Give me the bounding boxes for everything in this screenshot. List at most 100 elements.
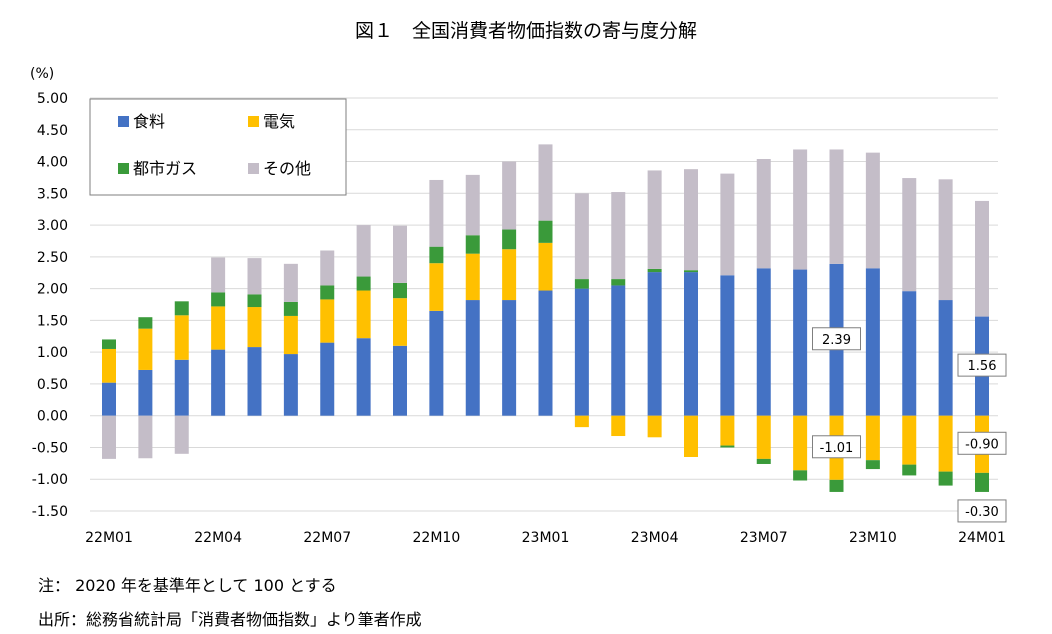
axis-layer: (%) 5.00 4.50 4.00 3.50 3.00 2.50 2.00 1.50 1.00 0… — [30, 66, 1006, 546]
y-tick-label: 0.50 — [37, 377, 68, 393]
bar-segment-都市ガス — [793, 470, 808, 481]
bar-segment-その他 — [356, 225, 371, 277]
bar-segment-電気 — [429, 263, 444, 311]
bar-segment-都市ガス — [211, 292, 226, 307]
stacked-bar-chart: (%) 5.00 4.50 4.00 3.50 3.00 2.50 2.00 1.50 1.00 0… — [30, 66, 1007, 546]
bar-segment-電気 — [574, 415, 589, 428]
bar-segment-電気 — [465, 253, 480, 301]
value-callout-box — [957, 431, 1007, 455]
legend-label: 都市ガス — [133, 159, 197, 178]
bar-segment-都市ガス — [247, 294, 262, 308]
y-tick-label: 1.50 — [37, 313, 68, 329]
bar-segment-その他 — [938, 179, 953, 301]
value-callout-label: -0.90 — [965, 437, 999, 452]
bar-segment-都市ガス — [756, 458, 771, 464]
y-tick-label: 3.00 — [37, 218, 68, 234]
bar-segment-電気 — [356, 290, 371, 339]
bar-segment-食料 — [247, 347, 262, 416]
bar-segment-食料 — [393, 345, 407, 416]
bar-segment-食料 — [138, 369, 153, 416]
bar-segment-その他 — [102, 415, 116, 459]
bar-segment-都市ガス — [684, 270, 698, 273]
bar-segment-都市ガス — [465, 235, 480, 254]
x-tick-label: 22M04 — [194, 530, 242, 546]
y-tick-label: -1.50 — [32, 504, 68, 520]
bar-segment-電気 — [684, 415, 698, 457]
bar-segment-食料 — [611, 285, 626, 416]
bar-segment-食料 — [356, 338, 371, 416]
value-callout-label: 1.56 — [968, 359, 997, 374]
bar-segment-電気 — [102, 348, 116, 383]
bar-segment-その他 — [574, 193, 589, 280]
bar-segment-食料 — [720, 275, 735, 416]
bar-segment-その他 — [320, 250, 335, 286]
bar-segment-電気 — [174, 315, 189, 360]
bar-segment-その他 — [174, 415, 189, 454]
bar-segment-その他 — [429, 179, 444, 247]
chart-title: 図１ 全国消費者物価指数の寄与度分解 — [354, 20, 697, 42]
bar-segment-都市ガス — [393, 282, 407, 299]
bar-segment-都市ガス — [611, 279, 626, 286]
bar-segment-電気 — [393, 298, 407, 346]
value-callout-box — [812, 435, 861, 459]
bar-segment-都市ガス — [102, 339, 116, 349]
y-tick-label: 0.00 — [37, 409, 68, 425]
y-tick-label: 3.50 — [37, 186, 68, 202]
x-tick-label: 23M10 — [849, 530, 897, 546]
bar-segment-食料 — [102, 382, 116, 416]
bar-segment-その他 — [393, 225, 407, 283]
bar-segment-都市ガス — [138, 317, 153, 329]
bar-segment-都市ガス — [647, 268, 662, 273]
x-tick-label: 23M07 — [740, 530, 788, 546]
source-note: 出所：総務省統計局「消費者物価指数」より筆者作成 — [38, 610, 422, 629]
bar-segment-食料 — [574, 288, 589, 416]
bar-segment-電気 — [647, 415, 662, 438]
legend-swatch — [118, 163, 129, 174]
y-tick-label: -1.00 — [32, 472, 68, 488]
value-callout-label: -1.01 — [820, 441, 854, 456]
bar-segment-食料 — [793, 269, 808, 416]
y-unit-label: (%) — [30, 66, 54, 82]
bar-segment-その他 — [684, 169, 698, 271]
bar-segment-その他 — [902, 178, 917, 292]
footnote: 注： 2020 年を基準年として 100 とする — [38, 576, 337, 595]
bar-segment-都市ガス — [902, 464, 917, 476]
bar-segment-電気 — [320, 299, 335, 343]
bar-segment-その他 — [211, 257, 226, 293]
bar-segment-食料 — [283, 354, 298, 416]
bar-segment-都市ガス — [356, 276, 371, 291]
value-callout-box — [957, 499, 1007, 523]
bar-segment-都市ガス — [174, 301, 189, 316]
bar-segment-電気 — [283, 315, 298, 355]
bar-segment-電気 — [902, 415, 917, 465]
legend-label: その他 — [263, 159, 311, 178]
legend-label: 電気 — [263, 112, 295, 131]
legend-swatch — [248, 163, 259, 174]
bar-segment-電気 — [793, 415, 808, 471]
bar-segment-食料 — [902, 291, 917, 416]
value-callout-box — [812, 327, 861, 351]
bar-segment-食料 — [502, 300, 517, 416]
y-tick-label: 4.50 — [37, 123, 68, 139]
bar-segment-都市ガス — [938, 471, 953, 486]
value-callout-box — [957, 353, 1007, 377]
bar-segment-食料 — [320, 342, 335, 416]
x-tick-label: 22M07 — [303, 530, 351, 546]
bar-segment-その他 — [247, 258, 262, 295]
bar-segment-都市ガス — [829, 479, 844, 492]
x-tick-label: 22M01 — [85, 530, 133, 546]
y-tick-label: 5.00 — [37, 91, 68, 107]
bar-segment-その他 — [138, 415, 153, 459]
bar-segment-都市ガス — [429, 246, 444, 264]
bar-segment-都市ガス — [538, 220, 553, 243]
bar-segment-その他 — [720, 173, 735, 276]
y-tick-label: 1.00 — [37, 345, 68, 361]
bar-segment-電気 — [538, 242, 553, 291]
legend-swatch — [118, 116, 129, 127]
bar-segment-食料 — [429, 310, 444, 416]
y-tick-label: 2.00 — [37, 282, 68, 298]
bar-segment-都市ガス — [502, 229, 517, 250]
bar-segment-食料 — [465, 300, 480, 416]
bar-segment-その他 — [647, 170, 662, 269]
